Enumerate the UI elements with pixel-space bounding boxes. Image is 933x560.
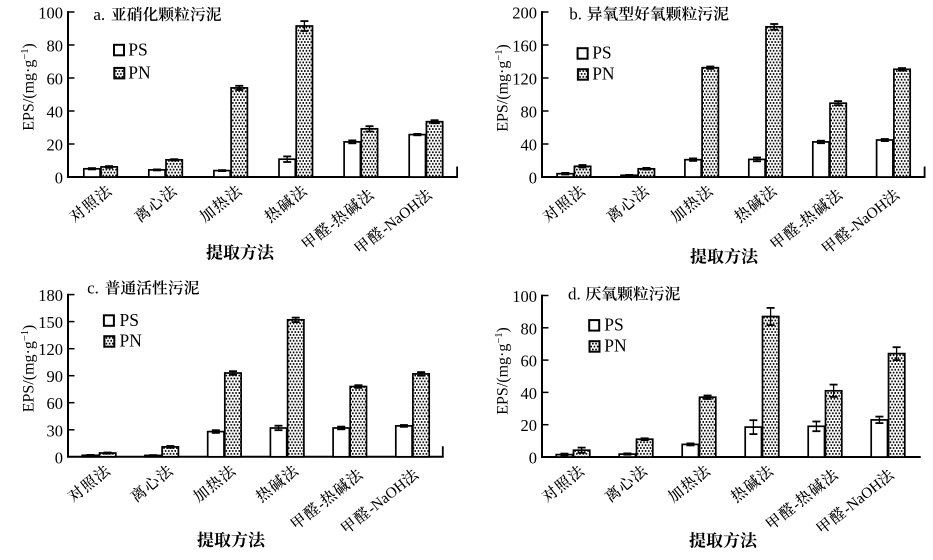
svg-text:0: 0 [55,169,63,188]
svg-text:40: 40 [521,136,538,155]
svg-text:PS: PS [592,43,611,63]
svg-text:120: 120 [512,70,537,89]
svg-text:200: 200 [512,4,537,23]
svg-text:0: 0 [529,449,537,468]
svg-text:80: 80 [47,37,64,56]
svg-text:EPS/(mg·g−1): EPS/(mg·g−1) [494,327,512,414]
svg-text:60: 60 [521,352,538,371]
svg-text:80: 80 [521,319,538,338]
svg-text:PS: PS [120,310,139,330]
svg-text:100: 100 [512,287,537,306]
svg-text:60: 60 [47,394,64,413]
svg-text:EPS/(mg·g−1): EPS/(mg·g−1) [20,325,38,412]
svg-text:20: 20 [521,416,538,435]
svg-text:160: 160 [512,37,537,56]
svg-text:EPS/(mg·g−1): EPS/(mg·g−1) [20,43,38,130]
svg-text:0: 0 [529,169,537,188]
svg-text:30: 30 [47,421,64,440]
svg-text:80: 80 [521,103,538,122]
svg-text:PN: PN [592,64,615,84]
svg-text:PS: PS [604,315,623,335]
svg-text:100: 100 [38,4,63,23]
svg-text:40: 40 [521,384,538,403]
svg-text:20: 20 [47,136,64,155]
svg-text:PS: PS [128,39,147,59]
svg-text:PN: PN [604,336,627,356]
svg-text:150: 150 [38,313,63,332]
svg-text:EPS/(mg·g−1): EPS/(mg·g−1) [494,44,512,131]
svg-text:d.: d. [568,284,581,303]
svg-text:PN: PN [128,62,151,82]
svg-text:a.: a. [93,5,105,24]
svg-text:60: 60 [47,70,64,89]
svg-text:PN: PN [120,331,143,351]
svg-text:b.: b. [569,5,582,24]
svg-text:90: 90 [47,367,64,386]
svg-text:120: 120 [38,340,63,359]
svg-text:40: 40 [47,103,64,122]
svg-text:180: 180 [38,286,63,305]
svg-text:0: 0 [55,448,63,467]
svg-text:c.: c. [87,279,99,298]
